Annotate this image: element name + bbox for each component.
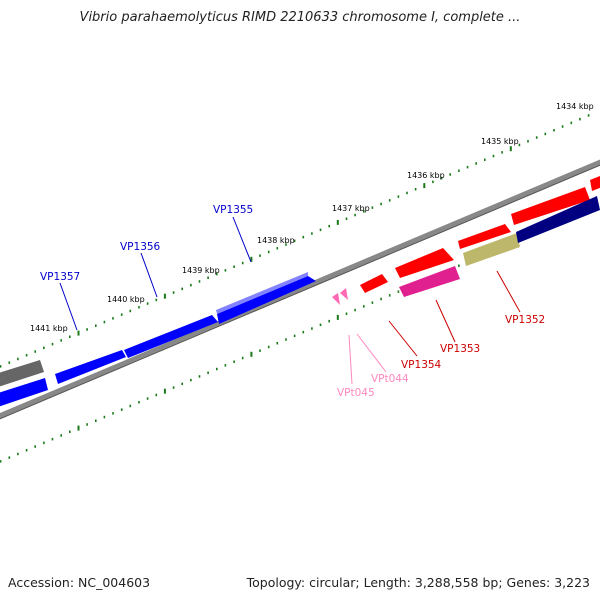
gene-VP1354[interactable] [360, 274, 388, 293]
trna-VPt044[interactable] [340, 288, 348, 300]
gene-label-VP1356: VP1356 [120, 241, 161, 253]
leader-VP1355 [232, 216, 252, 263]
scale-label-1435kbp: 1435 kbp [481, 137, 519, 146]
gene-red-upper-4[interactable] [590, 174, 600, 191]
leader-VP1356 [140, 252, 158, 298]
gene-red-upper-2[interactable] [458, 224, 511, 249]
accession-text: Accession: NC_004603 [8, 575, 151, 590]
trna-VPt045[interactable] [332, 293, 340, 305]
scale-label-1436kbp: 1436 kbp [407, 171, 445, 180]
gene-upstream-gray[interactable] [0, 360, 44, 388]
scale-label-1440kbp: 1440 kbp [107, 295, 145, 304]
scale-label-1437kbp: 1437 kbp [332, 204, 370, 213]
gene-label-VP1353: VP1353 [440, 343, 480, 355]
scale-label-1438kbp: 1438 kbp [257, 236, 295, 245]
leader-VP1357 [59, 282, 78, 331]
scale-label-1439kbp: 1439 kbp [182, 266, 220, 275]
leader-VP1354 [388, 320, 418, 357]
gene-label-VP1357: VP1357 [40, 271, 80, 283]
map-title: Vibrio parahaemolyticus RIMD 2210633 chr… [79, 10, 521, 25]
gene-VP1353[interactable] [399, 266, 460, 297]
scale-label-1441kbp: 1441 kbp [30, 324, 68, 333]
chromosome-backbone-shadow [0, 164, 600, 420]
upper-scale-ticks [0, 114, 590, 368]
leader-VP1353 [435, 299, 456, 343]
gene-label-VPt045: VPt045 [337, 387, 375, 399]
gene-label-VP1352: VP1352 [505, 314, 545, 326]
gene-VP1356[interactable] [124, 315, 218, 358]
leader-VPt044 [356, 333, 387, 373]
scale-label-1434kbp: 1434 kbp [556, 102, 594, 111]
leader-VP1352 [496, 270, 521, 313]
gene-red-upper-1[interactable] [395, 248, 454, 278]
chromosome-backbone [0, 159, 600, 419]
gene-red-upper-3[interactable] [511, 187, 590, 225]
gene-blue-lower-left[interactable] [0, 378, 48, 408]
gene-navy[interactable] [516, 196, 600, 243]
gene-VP1355[interactable] [216, 272, 316, 324]
gene-label-VP1354: VP1354 [401, 359, 442, 371]
leader-VPt045 [348, 334, 353, 385]
gene-VP1352[interactable] [463, 233, 520, 266]
genome-summary-text: Topology: circular; Length: 3,288,558 bp… [246, 575, 590, 590]
gene-label-VP1355: VP1355 [213, 204, 253, 216]
gene-label-VPt044: VPt044 [371, 373, 409, 385]
gene-VP1357[interactable] [55, 350, 126, 384]
